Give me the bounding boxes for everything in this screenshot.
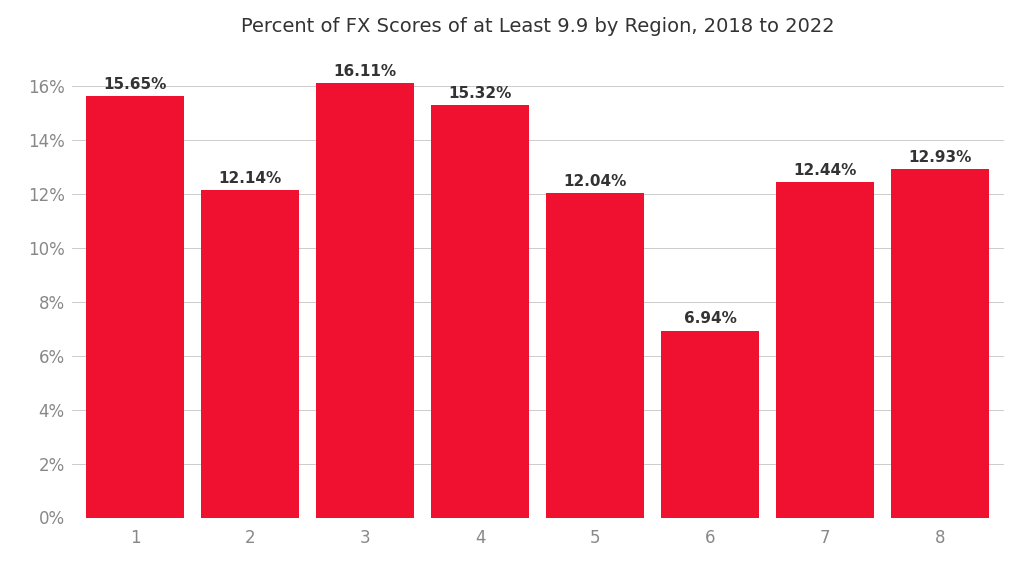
Bar [546,193,644,518]
Text: 12.04%: 12.04% [563,174,627,189]
Bar [891,169,989,518]
Bar [431,105,529,518]
Bar [316,83,414,518]
Text: 12.44%: 12.44% [794,163,857,178]
Text: 6.94%: 6.94% [684,312,736,327]
Text: 16.11%: 16.11% [334,64,396,79]
Bar [776,182,874,518]
Text: 12.14%: 12.14% [218,171,282,186]
Bar [201,190,299,518]
Text: 15.65%: 15.65% [103,77,167,92]
Text: 12.93%: 12.93% [908,150,972,165]
Text: 15.32%: 15.32% [449,86,512,101]
Bar [86,96,184,518]
Title: Percent of FX Scores of at Least 9.9 by Region, 2018 to 2022: Percent of FX Scores of at Least 9.9 by … [241,17,835,36]
Bar [662,331,759,518]
